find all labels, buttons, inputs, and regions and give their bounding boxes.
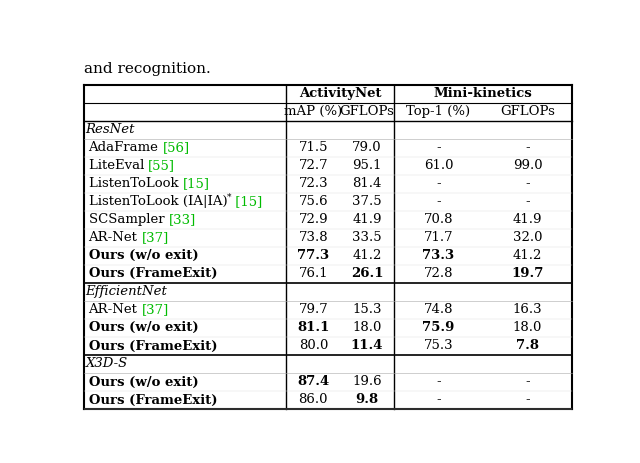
Text: 99.0: 99.0 xyxy=(513,159,542,172)
Text: Ours (w/o exit): Ours (w/o exit) xyxy=(88,321,198,334)
Text: -: - xyxy=(436,195,441,208)
Text: 61.0: 61.0 xyxy=(424,159,453,172)
Text: 77.3: 77.3 xyxy=(298,250,330,263)
Text: 32.0: 32.0 xyxy=(513,232,542,244)
Text: [33]: [33] xyxy=(168,213,196,226)
Text: -: - xyxy=(436,177,441,190)
Text: mAP (%): mAP (%) xyxy=(284,106,342,119)
Text: LiteEval: LiteEval xyxy=(88,159,148,172)
Text: X3D-S: X3D-S xyxy=(85,357,127,370)
Text: 86.0: 86.0 xyxy=(299,394,328,407)
Text: 19.6: 19.6 xyxy=(352,375,382,388)
Text: ActivityNet: ActivityNet xyxy=(299,88,381,100)
Text: [15]: [15] xyxy=(231,195,262,208)
Text: GFLOPs: GFLOPs xyxy=(500,106,555,119)
Text: 41.9: 41.9 xyxy=(352,213,382,226)
Text: 75.9: 75.9 xyxy=(422,321,454,334)
Text: Mini-kinetics: Mini-kinetics xyxy=(434,88,532,100)
Text: -: - xyxy=(525,141,530,154)
Text: 75.6: 75.6 xyxy=(298,195,328,208)
Text: 74.8: 74.8 xyxy=(424,303,453,316)
Text: [56]: [56] xyxy=(163,141,190,154)
Text: 75.3: 75.3 xyxy=(424,339,453,352)
Text: AR-Net: AR-Net xyxy=(88,232,141,244)
Text: [37]: [37] xyxy=(141,232,169,244)
Text: -: - xyxy=(436,394,441,407)
Text: Ours (w/o exit): Ours (w/o exit) xyxy=(88,250,198,263)
Text: 16.3: 16.3 xyxy=(513,303,542,316)
Text: AdaFrame: AdaFrame xyxy=(88,141,163,154)
Text: 76.1: 76.1 xyxy=(298,268,328,281)
Text: ListenToLook (IA|IA): ListenToLook (IA|IA) xyxy=(88,195,227,208)
Text: 87.4: 87.4 xyxy=(297,375,330,388)
Text: 79.7: 79.7 xyxy=(298,303,328,316)
Text: 11.4: 11.4 xyxy=(351,339,383,352)
Text: [55]: [55] xyxy=(148,159,175,172)
Text: 7.8: 7.8 xyxy=(516,339,539,352)
Text: ResNet: ResNet xyxy=(85,123,135,136)
Text: 72.8: 72.8 xyxy=(424,268,453,281)
Text: -: - xyxy=(525,195,530,208)
Text: 71.5: 71.5 xyxy=(299,141,328,154)
Text: 33.5: 33.5 xyxy=(352,232,382,244)
Text: AR-Net: AR-Net xyxy=(88,303,141,316)
Text: 19.7: 19.7 xyxy=(511,268,544,281)
Text: 70.8: 70.8 xyxy=(424,213,453,226)
Text: 41.2: 41.2 xyxy=(353,250,381,263)
Text: 80.0: 80.0 xyxy=(299,339,328,352)
Text: ListenToLook: ListenToLook xyxy=(88,177,182,190)
Text: 37.5: 37.5 xyxy=(352,195,382,208)
Text: -: - xyxy=(525,394,530,407)
Text: 41.9: 41.9 xyxy=(513,213,542,226)
Text: 18.0: 18.0 xyxy=(353,321,381,334)
Text: 79.0: 79.0 xyxy=(352,141,382,154)
Text: 81.1: 81.1 xyxy=(297,321,330,334)
Text: 26.1: 26.1 xyxy=(351,268,383,281)
Text: 9.8: 9.8 xyxy=(355,394,379,407)
Text: 15.3: 15.3 xyxy=(352,303,382,316)
Text: Ours (FrameExit): Ours (FrameExit) xyxy=(88,268,217,281)
Text: Ours (w/o exit): Ours (w/o exit) xyxy=(88,375,198,388)
Text: 73.3: 73.3 xyxy=(422,250,454,263)
Text: -: - xyxy=(436,375,441,388)
Text: 73.8: 73.8 xyxy=(298,232,328,244)
Text: SCSampler: SCSampler xyxy=(88,213,168,226)
Text: Ours (FrameExit): Ours (FrameExit) xyxy=(88,339,217,352)
Text: 81.4: 81.4 xyxy=(353,177,381,190)
Text: 72.7: 72.7 xyxy=(298,159,328,172)
Text: -: - xyxy=(525,177,530,190)
Text: [37]: [37] xyxy=(141,303,169,316)
Text: GFLOPs: GFLOPs xyxy=(340,106,394,119)
Text: Ours (FrameExit): Ours (FrameExit) xyxy=(88,394,217,407)
Text: EfficientNet: EfficientNet xyxy=(85,285,167,299)
Text: 72.3: 72.3 xyxy=(298,177,328,190)
Text: 18.0: 18.0 xyxy=(513,321,542,334)
Text: -: - xyxy=(436,141,441,154)
Text: Top-1 (%): Top-1 (%) xyxy=(406,106,470,119)
Text: 41.2: 41.2 xyxy=(513,250,542,263)
Text: [15]: [15] xyxy=(182,177,209,190)
Text: 71.7: 71.7 xyxy=(424,232,453,244)
Text: *: * xyxy=(227,192,232,201)
Text: and recognition.: and recognition. xyxy=(84,62,211,76)
Text: -: - xyxy=(525,375,530,388)
Text: 72.9: 72.9 xyxy=(298,213,328,226)
Text: 95.1: 95.1 xyxy=(352,159,382,172)
